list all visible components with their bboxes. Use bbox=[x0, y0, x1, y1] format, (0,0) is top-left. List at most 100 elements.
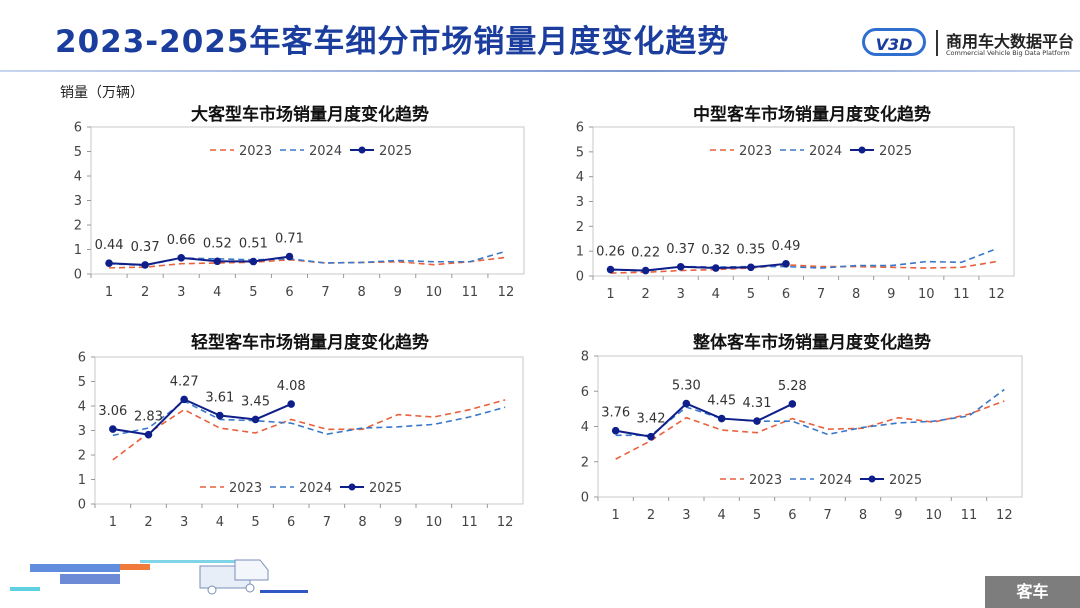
v3d-cloud-logo-icon: V3D bbox=[862, 28, 926, 56]
x-tick-label: 6 bbox=[287, 515, 295, 530]
x-tick-label: 8 bbox=[859, 508, 867, 523]
y-tick-label: 6 bbox=[581, 385, 589, 400]
y-tick-label: 3 bbox=[74, 194, 82, 209]
x-tick-label: 11 bbox=[961, 508, 978, 523]
series-line-2023 bbox=[109, 256, 507, 269]
y-tick-label: 0 bbox=[581, 491, 589, 506]
series-line-2024 bbox=[615, 388, 1005, 437]
legend-label-2023: 2023 bbox=[239, 144, 272, 159]
y-tick-label: 0 bbox=[576, 270, 584, 285]
x-tick-label: 11 bbox=[953, 287, 970, 302]
y-tick-label: 2 bbox=[78, 449, 86, 464]
y-tick-label: 2 bbox=[576, 220, 584, 235]
data-point-2025 bbox=[141, 261, 149, 269]
data-point-2025 bbox=[249, 257, 258, 266]
data-point-2025 bbox=[788, 400, 797, 408]
series-line-2025 bbox=[108, 255, 290, 266]
x-tick-label: 1 bbox=[606, 287, 614, 302]
y-tick-label: 3 bbox=[576, 195, 584, 210]
data-label: 4.08 bbox=[277, 379, 306, 394]
y-tick-label: 5 bbox=[78, 375, 86, 390]
data-point-2025 bbox=[753, 417, 761, 425]
x-tick-label: 5 bbox=[251, 515, 259, 530]
data-point-2025 bbox=[676, 263, 685, 271]
x-tick-label: 5 bbox=[249, 285, 257, 300]
y-tick-label: 4 bbox=[78, 400, 86, 415]
x-tick-label: 9 bbox=[894, 508, 902, 523]
data-label: 4.45 bbox=[707, 394, 736, 409]
data-label: 0.22 bbox=[631, 246, 660, 261]
legend-label-2024: 2024 bbox=[299, 481, 332, 496]
legend-label-2025: 2025 bbox=[369, 481, 402, 496]
data-point-2025 bbox=[717, 414, 726, 423]
x-tick-label: 7 bbox=[321, 285, 329, 300]
data-label: 3.61 bbox=[205, 391, 234, 406]
logo-name-en: Commercial Vehicle Big Data Platform bbox=[946, 49, 1070, 57]
x-tick-label: 3 bbox=[677, 287, 685, 302]
data-point-2025 bbox=[647, 432, 655, 441]
y-tick-label: 6 bbox=[78, 351, 86, 366]
series-line-2024 bbox=[109, 250, 507, 267]
x-tick-label: 9 bbox=[887, 287, 895, 302]
legend-label-2023: 2023 bbox=[229, 481, 262, 496]
x-tick-label: 11 bbox=[462, 285, 479, 300]
chart-title-total-bus: 整体客车市场销量月度变化趋势 bbox=[693, 333, 931, 353]
x-tick-label: 6 bbox=[285, 285, 293, 300]
x-tick-label: 12 bbox=[988, 287, 1005, 302]
chart-title-light-bus: 轻型客车市场销量月度变化趋势 bbox=[191, 333, 429, 353]
legend-label-2025: 2025 bbox=[379, 144, 412, 159]
data-point-2025 bbox=[611, 426, 620, 435]
data-point-2025 bbox=[109, 425, 117, 433]
x-tick-label: 4 bbox=[718, 508, 726, 523]
x-tick-label: 4 bbox=[712, 287, 720, 302]
x-tick-label: 8 bbox=[357, 285, 365, 300]
series-line-2025 bbox=[610, 262, 787, 272]
legend-label-2025: 2025 bbox=[879, 144, 912, 159]
data-label: 0.37 bbox=[666, 242, 695, 257]
data-label: 0.52 bbox=[203, 236, 232, 251]
legend-marker bbox=[348, 483, 356, 491]
data-label: 0.35 bbox=[736, 242, 765, 257]
data-label: 3.42 bbox=[637, 412, 666, 427]
data-point-2025 bbox=[144, 430, 153, 439]
y-tick-label: 4 bbox=[74, 170, 82, 185]
logo-divider bbox=[936, 30, 938, 56]
data-label: 0.44 bbox=[95, 238, 124, 253]
x-tick-label: 12 bbox=[498, 285, 515, 300]
x-tick-label: 10 bbox=[426, 515, 443, 530]
y-tick-label: 1 bbox=[74, 243, 82, 258]
y-tick-label: 2 bbox=[74, 219, 82, 234]
x-tick-label: 2 bbox=[641, 287, 649, 302]
data-label: 0.49 bbox=[771, 239, 800, 254]
x-tick-label: 10 bbox=[426, 285, 443, 300]
x-tick-label: 7 bbox=[323, 515, 331, 530]
x-tick-label: 9 bbox=[394, 515, 402, 530]
y-tick-label: 2 bbox=[581, 455, 589, 470]
legend-label-2024: 2024 bbox=[809, 144, 842, 159]
series-line-2025 bbox=[615, 402, 793, 438]
data-point-2025 bbox=[213, 257, 222, 266]
x-tick-label: 8 bbox=[358, 515, 366, 530]
data-label: 4.31 bbox=[743, 396, 772, 411]
x-tick-label: 10 bbox=[918, 287, 935, 302]
data-point-2025 bbox=[287, 400, 295, 408]
x-tick-label: 7 bbox=[817, 287, 825, 302]
y-tick-label: 5 bbox=[74, 145, 82, 160]
y-tick-label: 8 bbox=[581, 350, 589, 365]
data-point-2025 bbox=[711, 264, 720, 272]
x-tick-label: 4 bbox=[213, 285, 221, 300]
legend-label-2024: 2024 bbox=[309, 144, 342, 159]
data-point-2025 bbox=[682, 399, 691, 408]
x-tick-label: 4 bbox=[216, 515, 224, 530]
data-label: 0.71 bbox=[275, 232, 304, 247]
data-point-2025 bbox=[216, 411, 224, 420]
x-tick-label: 9 bbox=[394, 285, 402, 300]
x-tick-label: 6 bbox=[782, 287, 790, 302]
data-label: 3.45 bbox=[241, 394, 270, 409]
legend-label-2025: 2025 bbox=[889, 473, 922, 488]
x-tick-label: 2 bbox=[144, 515, 152, 530]
data-point-2025 bbox=[641, 266, 650, 275]
